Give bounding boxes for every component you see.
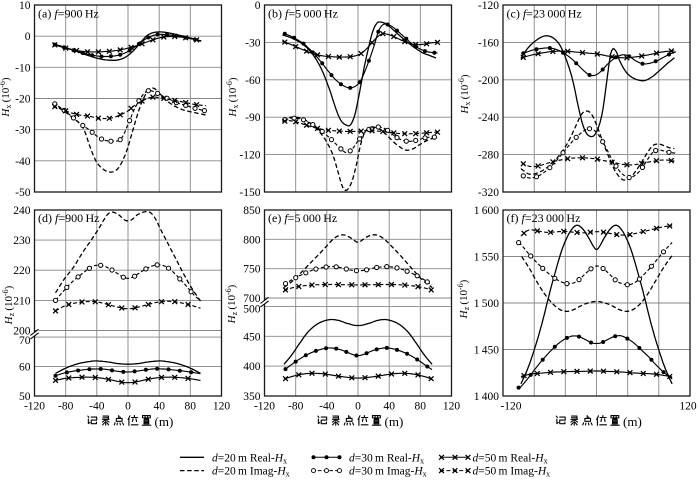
svg-text:d=50 m Imag-Hx: d=50 m Imag-Hx: [473, 466, 551, 477]
svg-text:-120: -120: [500, 401, 521, 413]
svg-text:800: 800: [243, 234, 261, 246]
svg-text:d=20 m Real-Hx: d=20 m Real-Hx: [212, 452, 287, 465]
svg-text:(m): (m): [155, 414, 174, 429]
svg-text:450: 450: [243, 331, 261, 343]
svg-text:Hz (10-6): Hz (10-6): [224, 284, 239, 324]
svg-text:1 600: 1 600: [474, 205, 500, 217]
svg-text:d=30 m Imag-Hx: d=30 m Imag-Hx: [349, 466, 427, 477]
svg-text:-40: -40: [319, 401, 335, 413]
svg-text:-280: -280: [478, 150, 499, 162]
svg-text:Hx (10-6): Hx (10-6): [225, 77, 240, 118]
svg-text:-120: -120: [254, 401, 275, 413]
svg-text:0: 0: [125, 401, 131, 413]
svg-text:(a) f=900 Hz: (a) f=900 Hz: [38, 7, 99, 21]
svg-text:Hx (10-6): Hx (10-6): [0, 77, 13, 118]
svg-text:70: 70: [19, 335, 31, 347]
svg-text:230: 230: [13, 235, 31, 247]
svg-text:120: 120: [213, 401, 231, 413]
svg-text:-200: -200: [478, 75, 499, 87]
svg-text:0: 0: [355, 401, 361, 413]
svg-text:210: 210: [13, 295, 31, 307]
svg-text:(m): (m): [385, 414, 404, 429]
svg-text:80: 80: [185, 401, 197, 413]
svg-text:120: 120: [679, 401, 697, 413]
svg-text:-120: -120: [478, 0, 499, 12]
svg-text:(c) f=23 000 Hz: (c) f=23 000 Hz: [507, 7, 582, 21]
svg-text:-20: -20: [15, 94, 31, 106]
svg-text:40: 40: [153, 401, 165, 413]
svg-text:-160: -160: [478, 37, 499, 49]
svg-text:220: 220: [13, 265, 31, 277]
svg-text:700: 700: [243, 293, 261, 305]
svg-text:1 500: 1 500: [474, 298, 500, 310]
svg-text:-50: -50: [15, 187, 31, 199]
svg-text:-80: -80: [288, 401, 304, 413]
svg-text:80: 80: [415, 401, 427, 413]
svg-text:-240: -240: [478, 112, 499, 124]
svg-text:-80: -80: [58, 401, 74, 413]
svg-text:120: 120: [443, 401, 461, 413]
svg-text:-30: -30: [15, 125, 31, 137]
svg-text:500: 500: [243, 303, 261, 315]
svg-text:-60: -60: [245, 75, 261, 87]
svg-text:(e) f=5 000 Hz: (e) f=5 000 Hz: [268, 211, 337, 225]
svg-text:1 550: 1 550: [474, 252, 500, 264]
svg-text:750: 750: [243, 264, 261, 276]
svg-text:0: 0: [25, 31, 31, 43]
svg-text:d=30 m Real-Hx: d=30 m Real-Hx: [349, 452, 424, 465]
svg-text:1 400: 1 400: [474, 391, 500, 403]
svg-text:Hx (10-6): Hx (10-6): [457, 74, 472, 115]
svg-text:(f) f=23 000 Hz: (f) f=23 000 Hz: [507, 211, 581, 225]
svg-text:-120: -120: [24, 401, 45, 413]
svg-text:-30: -30: [245, 37, 261, 49]
svg-text:240: 240: [13, 205, 31, 217]
svg-text:10: 10: [19, 0, 31, 12]
svg-text:-40: -40: [15, 156, 31, 168]
svg-text:1 450: 1 450: [474, 345, 500, 357]
svg-text:d=50 m Real-Hx: d=50 m Real-Hx: [473, 452, 548, 465]
svg-text:-40: -40: [89, 401, 105, 413]
svg-text:d=20 m Imag-Hx: d=20 m Imag-Hx: [212, 466, 290, 477]
svg-text:-120: -120: [239, 150, 260, 162]
svg-text:(m): (m): [623, 414, 642, 429]
svg-text:50: 50: [19, 391, 31, 403]
svg-text:(b) f=5 000 Hz: (b) f=5 000 Hz: [268, 7, 338, 21]
svg-text:(d) f=900 Hz: (d) f=900 Hz: [38, 211, 100, 225]
svg-text:60: 60: [19, 362, 31, 374]
svg-text:Hz (10-6): Hz (10-6): [1, 285, 16, 325]
svg-text:850: 850: [243, 205, 261, 217]
svg-text:-90: -90: [245, 112, 261, 124]
svg-text:0: 0: [255, 0, 261, 12]
svg-text:200: 200: [13, 326, 31, 338]
svg-text:40: 40: [383, 401, 395, 413]
svg-text:-320: -320: [478, 187, 499, 199]
svg-text:-150: -150: [239, 187, 260, 199]
svg-text:350: 350: [243, 391, 261, 403]
svg-text:400: 400: [243, 361, 261, 373]
svg-text:Hz (10-6): Hz (10-6): [456, 279, 471, 319]
svg-text:-10: -10: [15, 62, 31, 74]
